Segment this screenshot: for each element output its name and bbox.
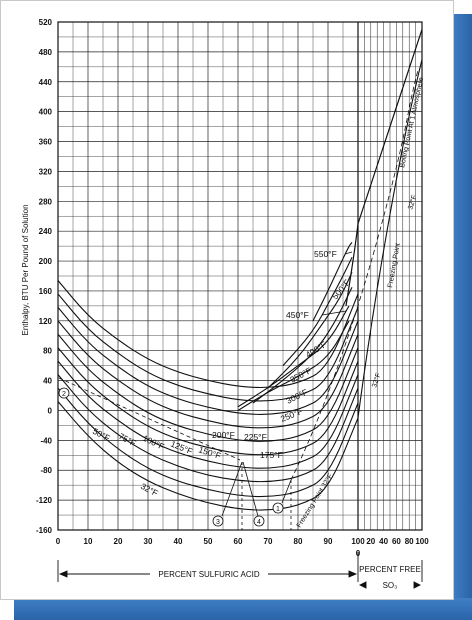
frame-shadow-right: [452, 14, 472, 620]
construction-lines: [58, 69, 419, 530]
y-tick-label: 360: [39, 138, 53, 147]
x-tick-label: 10: [84, 537, 93, 546]
curve-label-400F: 400°F: [304, 339, 329, 360]
isotherm-line-upper: [267, 272, 353, 389]
svg-text:2: 2: [62, 391, 66, 398]
point-marker-3: 3: [212, 515, 224, 527]
bottom-axis-bar: [57, 552, 423, 589]
y-tick-label: 80: [43, 347, 52, 356]
isotherm-line: [57, 280, 359, 389]
curve-label-300F: 300°F: [284, 387, 309, 406]
y-tick-label: 240: [39, 227, 53, 236]
y-tick-label: 520: [39, 18, 53, 27]
y-tick-label: 480: [39, 48, 53, 57]
freezing-point-32F-label: Freezing Point 32°F: [295, 472, 335, 529]
curve-label-250F: 250°F: [279, 406, 304, 424]
isotherm-line-upper: [237, 305, 350, 408]
svg-text:1: 1: [276, 506, 280, 513]
axis-ticks: 52048044040036032028024020016012080400-4…: [36, 18, 429, 558]
boiling-point-curve: [345, 29, 423, 306]
y-tick-label: 0: [48, 406, 53, 415]
y-tick-label: 280: [39, 197, 53, 206]
point-marker-2: 2: [58, 387, 70, 399]
point-marker-4: 4: [253, 515, 265, 527]
x-tick-label: 100: [351, 537, 365, 546]
x-tick-label: 30: [144, 537, 153, 546]
x-tick-label: 0: [56, 537, 61, 546]
curve-label-550F: 550°F: [314, 249, 337, 259]
curve-label-150F: 150°F: [197, 444, 222, 461]
svg-text:3: 3: [216, 519, 220, 526]
isotherm-line-upper: [252, 286, 353, 404]
isotherm-line-upper: [237, 320, 350, 411]
curve-label-450F: 450°F: [286, 310, 309, 320]
y-tick-label: -160: [36, 526, 53, 535]
x-tick-label: 70: [264, 537, 273, 546]
curve-label-175F: 175°F: [260, 450, 283, 460]
curve-label-200F: 200°F: [212, 430, 235, 440]
isotherm-line-upper: [312, 242, 353, 322]
freezing-point-label: Freezing Point: [387, 243, 402, 289]
y-tick-label: -40: [40, 436, 52, 445]
f32-top-label: 32°F: [406, 194, 418, 211]
x2-tick-label: 100: [415, 537, 429, 546]
x-tick-label: 90: [324, 537, 333, 546]
x2-tick-label: 20: [366, 537, 375, 546]
x2-tick-label: 60: [392, 537, 401, 546]
leader-550F: [344, 251, 353, 255]
isotherm-line: [57, 401, 359, 511]
isotherm-line: [57, 293, 359, 402]
x2-axis-label-line2: SO₃: [383, 581, 398, 590]
y-tick-label: 440: [39, 78, 53, 87]
point-marker-1: 1: [272, 502, 284, 514]
x-tick-label: 20: [114, 537, 123, 546]
isotherm-line: [57, 320, 359, 429]
isotherm-line: [57, 347, 359, 456]
y-tick-label: 40: [43, 377, 52, 386]
isotherm-line: [57, 333, 359, 442]
svg-text:4: 4: [257, 519, 261, 526]
y-tick-label: 160: [39, 287, 53, 296]
y-tick-label: 200: [39, 257, 53, 266]
isotherm-line-upper: [282, 257, 353, 367]
isotherm-line: [57, 387, 359, 498]
curve-label-225F: 225°F: [244, 432, 267, 442]
x2-tick-label: 40: [379, 537, 388, 546]
x-tick-label: 60: [234, 537, 243, 546]
x2-tick-label: 80: [405, 537, 414, 546]
y-tick-label: 400: [39, 108, 53, 117]
y-tick-label: 120: [39, 317, 53, 326]
x-axis-label: PERCENT SULFURIC ACID: [158, 570, 259, 579]
isotherm-line: [57, 307, 359, 415]
y-tick-label: -120: [36, 496, 53, 505]
leader-450F: [321, 310, 347, 316]
x-tick-label: 50: [204, 537, 213, 546]
isotherm-32F-oleum: [357, 59, 423, 419]
isotherm-curves: [57, 29, 423, 511]
isotherm-line: [57, 374, 359, 483]
curve-label-100F: 100°F: [141, 433, 166, 452]
chart-grid: [57, 21, 423, 531]
x-tick-label: 40: [174, 537, 183, 546]
y-tick-label: 320: [39, 167, 53, 176]
y-tick-label: -80: [40, 466, 52, 475]
isotherm-line: [57, 360, 359, 469]
y-axis-label: Enthalpy, BTU Per Pound of Solution: [21, 204, 30, 335]
frame-shadow-bottom: [14, 598, 472, 620]
x-tick-label: 80: [294, 537, 303, 546]
x2-axis-label-line1: PERCENT FREE: [359, 565, 421, 574]
curve-label-32F: 32°F: [139, 481, 160, 498]
